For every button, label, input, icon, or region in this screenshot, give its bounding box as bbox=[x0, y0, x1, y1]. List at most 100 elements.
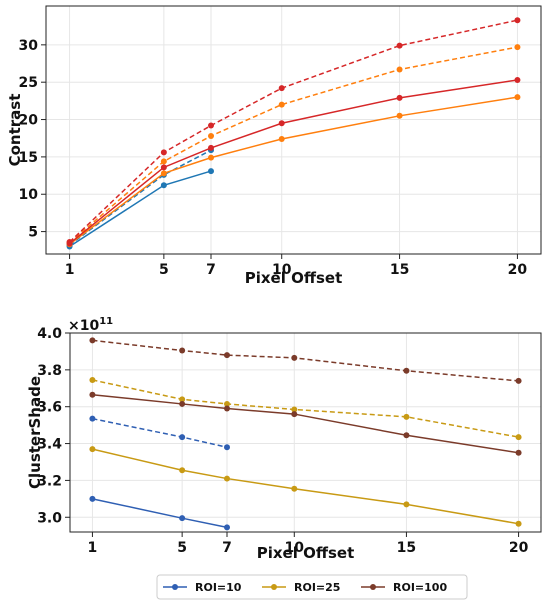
data-point bbox=[160, 170, 167, 177]
legend-item-roi-25: ROI=25 bbox=[262, 581, 340, 594]
data-point bbox=[403, 432, 410, 439]
data-point bbox=[514, 44, 521, 51]
x-axis-label: Pixel Offset bbox=[257, 544, 355, 562]
data-point bbox=[403, 367, 410, 374]
data-point bbox=[89, 415, 96, 422]
series-line bbox=[69, 96, 518, 245]
y-tick-label: 3.4 bbox=[37, 437, 62, 453]
x-tick-label: 7 bbox=[206, 262, 216, 278]
y-tick-label: 30 bbox=[19, 38, 39, 54]
data-point bbox=[514, 76, 521, 83]
x-tick-label: 10 bbox=[285, 540, 305, 556]
y-tick-label: 10 bbox=[19, 187, 39, 203]
data-point bbox=[515, 449, 522, 456]
data-point bbox=[89, 495, 96, 502]
y-tick-label: 3.2 bbox=[37, 473, 62, 489]
legend-marker-roi-25 bbox=[271, 584, 277, 590]
x-tick-label: 7 bbox=[222, 540, 232, 556]
series-0 bbox=[66, 168, 214, 250]
data-point bbox=[515, 377, 522, 384]
series-4 bbox=[89, 391, 522, 456]
x-tick-label: 15 bbox=[397, 540, 416, 556]
data-point bbox=[208, 144, 214, 151]
x-tick-label: 1 bbox=[65, 262, 75, 278]
data-point bbox=[396, 112, 403, 119]
y-tick-label: 5 bbox=[28, 225, 38, 241]
y-tick-label: 3.0 bbox=[37, 510, 62, 526]
y-tick-label: 15 bbox=[19, 150, 38, 166]
data-point bbox=[278, 135, 285, 142]
data-point bbox=[291, 411, 298, 418]
legend-label-roi-25: ROI=25 bbox=[294, 581, 340, 594]
data-point bbox=[89, 337, 96, 344]
series-5 bbox=[89, 337, 522, 384]
series-1 bbox=[66, 147, 214, 249]
y-axis-multiplier: ×1011 bbox=[68, 316, 113, 334]
x-axis-label: Pixel Offset bbox=[245, 269, 343, 287]
legend-item-roi-10: ROI=10 bbox=[163, 581, 242, 594]
series-line bbox=[69, 149, 212, 246]
data-point bbox=[515, 520, 522, 527]
y-tick-label: 20 bbox=[19, 113, 39, 129]
data-point bbox=[291, 485, 298, 492]
data-point bbox=[514, 94, 521, 101]
legend-marker-roi-10 bbox=[172, 584, 178, 590]
grid bbox=[46, 6, 541, 254]
data-point bbox=[208, 168, 214, 175]
x-tick-label: 20 bbox=[509, 540, 529, 556]
series-3 bbox=[89, 376, 522, 441]
plot-frame bbox=[69, 332, 542, 533]
series-4 bbox=[66, 76, 521, 247]
y-axis-label: Contrast bbox=[6, 94, 24, 167]
data-point bbox=[179, 434, 186, 441]
series-0 bbox=[89, 495, 230, 531]
legend-marker-roi-100 bbox=[370, 584, 376, 590]
data-point bbox=[224, 475, 230, 482]
data-point bbox=[403, 501, 410, 508]
data-point bbox=[89, 376, 96, 383]
series-2 bbox=[89, 446, 522, 527]
data-point bbox=[208, 154, 214, 161]
data-point bbox=[291, 354, 298, 361]
data-point bbox=[160, 158, 167, 165]
data-point bbox=[66, 239, 73, 246]
data-point bbox=[208, 132, 214, 139]
data-point bbox=[160, 149, 167, 156]
legend: ROI=10 ROI=25 ROI=100 bbox=[156, 574, 468, 600]
series-line bbox=[69, 19, 518, 243]
data-point bbox=[224, 352, 230, 359]
series-line bbox=[92, 339, 519, 382]
data-point bbox=[396, 42, 403, 49]
series-line bbox=[92, 448, 519, 525]
data-point bbox=[224, 405, 230, 412]
y-axis-label: ClusterShade bbox=[26, 376, 44, 489]
data-point bbox=[278, 85, 285, 92]
series-line bbox=[92, 417, 228, 448]
data-point bbox=[396, 94, 403, 101]
data-point bbox=[291, 406, 298, 413]
x-tick-label: 20 bbox=[508, 262, 528, 278]
series-line bbox=[69, 46, 518, 244]
x-tick-label: 10 bbox=[272, 262, 292, 278]
x-tick-label: 15 bbox=[390, 262, 409, 278]
data-point bbox=[179, 515, 186, 522]
series-line bbox=[92, 498, 228, 529]
x-tick-label: 5 bbox=[177, 540, 187, 556]
data-point bbox=[89, 446, 96, 453]
data-point bbox=[403, 413, 410, 420]
y-tick-label: 4.0 bbox=[37, 326, 62, 342]
data-point bbox=[224, 524, 230, 531]
series-line bbox=[92, 379, 519, 438]
plot-frame bbox=[45, 5, 542, 255]
x-tick-label: 5 bbox=[159, 262, 169, 278]
series-line bbox=[69, 79, 518, 245]
data-point bbox=[515, 434, 522, 441]
data-point bbox=[89, 391, 96, 398]
data-point bbox=[179, 347, 186, 354]
series-5 bbox=[66, 17, 521, 246]
y-axis-multiplier-exponent: 11 bbox=[99, 316, 113, 327]
